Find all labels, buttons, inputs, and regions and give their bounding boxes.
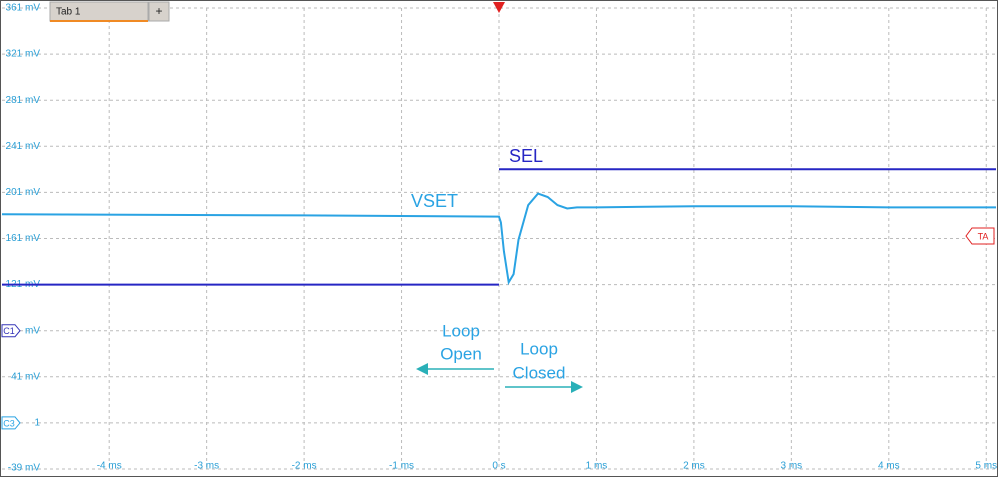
y-tick-label: 281 mV [6, 95, 41, 106]
x-tick-label: 0 s [492, 461, 505, 472]
trace [1, 192, 996, 286]
x-tick-label: -1 ms [389, 461, 414, 472]
trigger-level-label: TA [978, 231, 989, 241]
channel-label: C3 [3, 418, 15, 428]
add-tab-button[interactable] [148, 1, 170, 22]
y-tick-label: 361 mV [6, 3, 41, 14]
add-tab-label: + [155, 4, 162, 18]
annotation: Closed [513, 363, 566, 382]
channel-label: C1 [3, 326, 15, 336]
y-tick-label: 1 [34, 418, 40, 429]
y-tick-label: 321 mV [6, 49, 41, 60]
channel-marker [1, 416, 21, 430]
y-tick-label: -39 mV [8, 463, 41, 474]
y-tick-label: 161 mV [6, 233, 41, 244]
x-tick-label: 1 ms [586, 461, 608, 472]
x-tick-label: 4 ms [878, 461, 900, 472]
annotation: SEL [509, 146, 543, 166]
x-tick-label: -4 ms [97, 461, 122, 472]
x-tick-label: 3 ms [781, 461, 803, 472]
trace [2, 168, 996, 286]
trigger-level-marker [965, 227, 995, 245]
arrow-head [571, 381, 583, 393]
x-tick-label: 5 ms [975, 461, 997, 472]
annotation: Loop [442, 321, 480, 340]
y-tick-label: mV [25, 325, 40, 336]
annotation: Loop [520, 339, 558, 358]
channel-marker [1, 324, 21, 338]
tab-label: Tab 1 [56, 7, 81, 18]
annotation: Open [440, 344, 482, 363]
y-tick-label: 241 mV [6, 141, 41, 152]
x-tick-label: -2 ms [292, 461, 317, 472]
x-tick-label: 2 ms [683, 461, 705, 472]
y-tick-label: 201 mV [6, 187, 41, 198]
annotation: VSET [411, 191, 458, 211]
trigger-position [493, 2, 505, 13]
y-tick-label: 41 mV [11, 371, 40, 382]
x-tick-label: -3 ms [194, 461, 219, 472]
arrow-head [416, 363, 428, 375]
